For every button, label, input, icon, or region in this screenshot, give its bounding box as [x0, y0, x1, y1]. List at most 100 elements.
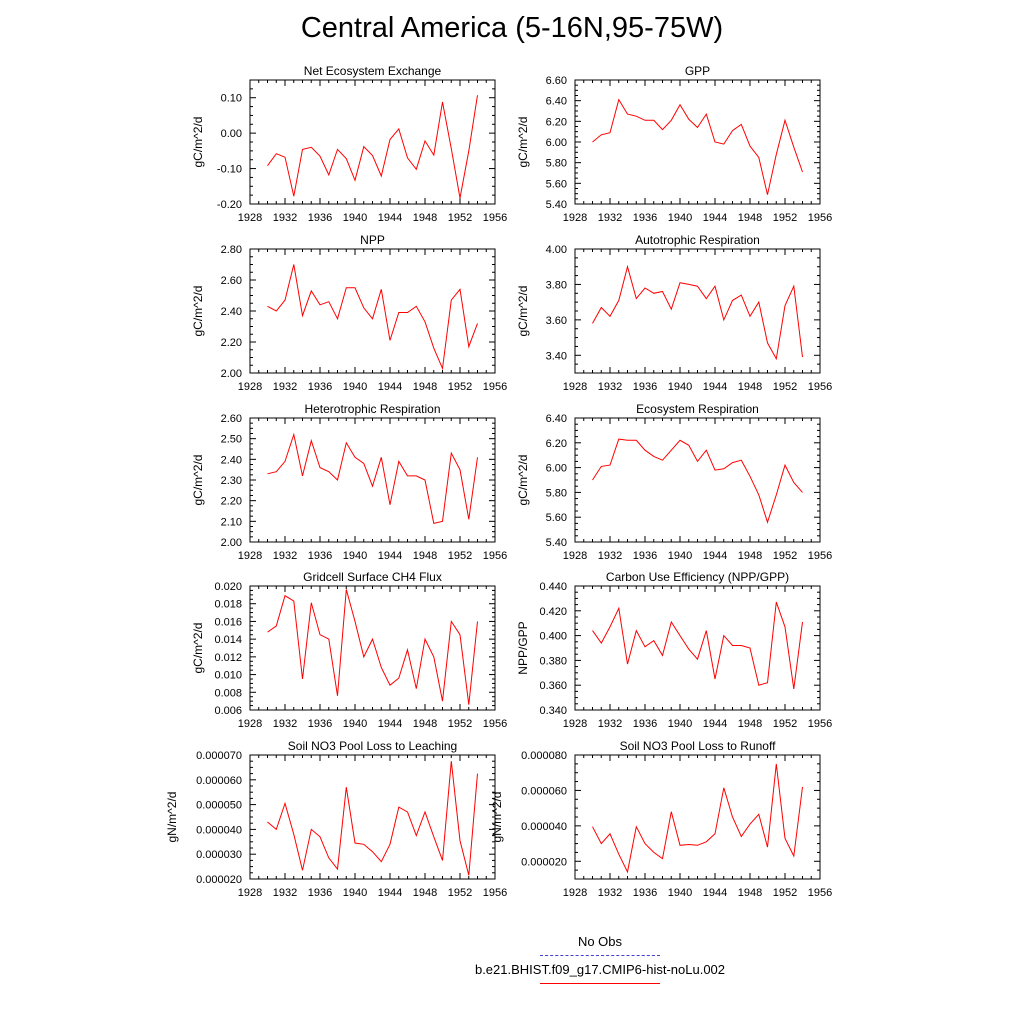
- x-tick-label: 1936: [633, 887, 657, 899]
- x-tick-label: 1936: [633, 718, 657, 730]
- x-tick-label: 1936: [308, 718, 332, 730]
- y-tick-label: 2.40: [221, 306, 242, 318]
- chart-panel-4: Autotrophic Respiration gC/m^2/d 1928 1932 1…: [516, 233, 832, 393]
- y-axis-label: gC/m^2/d: [191, 117, 205, 168]
- x-tick-label: 1928: [563, 381, 587, 393]
- panel-title: Ecosystem Respiration: [636, 402, 759, 416]
- y-tick-label: 0.000060: [521, 785, 567, 797]
- x-tick-label: 1952: [773, 718, 797, 730]
- plot-frame: [249, 248, 496, 374]
- y-axis-label: gC/m^2/d: [191, 286, 205, 337]
- legend-line-model-run: [540, 983, 660, 984]
- series-line: [592, 438, 803, 524]
- panel-title: Gridcell Surface CH4 Flux: [303, 570, 442, 584]
- x-tick-label: 1928: [238, 718, 262, 730]
- series-line: [267, 761, 478, 876]
- y-tick-label: 0.010: [214, 670, 242, 682]
- y-tick-label: 2.30: [221, 475, 242, 487]
- x-tick-label: 1944: [703, 887, 727, 899]
- plot-frame: [574, 248, 821, 374]
- x-tick-label: 1944: [378, 887, 402, 899]
- panel-title: GPP: [685, 64, 710, 78]
- x-tick-label: 1944: [703, 550, 727, 562]
- x-tick-label: 1932: [273, 381, 297, 393]
- y-tick-label: 5.60: [546, 178, 567, 190]
- plot-frame: [574, 754, 821, 880]
- x-tick-label: 1956: [808, 718, 832, 730]
- x-tick-label: 1952: [773, 212, 797, 224]
- chart-panel-6: Ecosystem Respiration gC/m^2/d 1928 1932 193…: [516, 402, 832, 562]
- panel-title: Autotrophic Respiration: [635, 233, 760, 247]
- x-tick-label: 1936: [308, 550, 332, 562]
- chart-panel-10: Soil NO3 Pool Loss to Runoff gN/m^2/d 1928…: [490, 739, 832, 899]
- y-tick-label: 0.000060: [196, 775, 242, 787]
- x-tick-label: 1948: [738, 718, 762, 730]
- chart-panel-8: Carbon Use Efficiency (NPP/GPP) NPP/GPP 19…: [516, 570, 832, 730]
- y-tick-label: 2.20: [221, 337, 242, 349]
- y-tick-label: 2.10: [221, 516, 242, 528]
- panel-title: NPP: [360, 233, 385, 247]
- y-tick-label: 3.80: [546, 279, 567, 291]
- y-tick-label: 0.000020: [196, 874, 242, 886]
- y-axis-label: gC/m^2/d: [191, 455, 205, 506]
- y-tick-label: 2.40: [221, 454, 242, 466]
- x-tick-label: 1928: [563, 718, 587, 730]
- x-tick-label: 1948: [413, 550, 437, 562]
- y-tick-label: 5.80: [546, 158, 567, 170]
- series-line: [267, 95, 478, 199]
- panel-title: Soil NO3 Pool Loss to Runoff: [620, 739, 777, 753]
- x-tick-label: 1940: [668, 212, 692, 224]
- plot-frame: [249, 585, 496, 711]
- chart-panel-3: NPP gC/m^2/d 1928 1932 1936 1940 1944 1948 1952 1…: [191, 233, 507, 393]
- x-tick-label: 1932: [273, 212, 297, 224]
- x-tick-label: 1944: [378, 212, 402, 224]
- x-tick-label: 1948: [738, 212, 762, 224]
- series-line: [592, 601, 803, 689]
- y-axis-label: gN/m^2/d: [165, 792, 179, 843]
- series-line: [267, 589, 478, 705]
- x-tick-label: 1932: [598, 887, 622, 899]
- legend-label-no-obs: No Obs: [577, 934, 623, 949]
- x-tick-label: 1948: [738, 887, 762, 899]
- x-tick-label: 1952: [448, 212, 472, 224]
- x-tick-label: 1932: [598, 718, 622, 730]
- x-tick-label: 1956: [808, 550, 832, 562]
- x-tick-label: 1940: [343, 887, 367, 899]
- x-tick-label: 1944: [703, 212, 727, 224]
- chart-panel-9: Soil NO3 Pool Loss to Leaching gN/m^2/d 19…: [165, 739, 507, 899]
- y-tick-label: 0.340: [539, 705, 567, 717]
- plot-frame: [249, 754, 496, 880]
- y-axis-label: gN/m^2/d: [490, 792, 504, 843]
- y-tick-label: 3.40: [546, 350, 567, 362]
- x-tick-label: 1952: [773, 381, 797, 393]
- y-tick-label: 0.380: [539, 655, 567, 667]
- y-tick-label: 5.40: [546, 199, 567, 211]
- x-tick-label: 1944: [378, 718, 402, 730]
- x-tick-label: 1956: [808, 212, 832, 224]
- y-tick-label: 0.000030: [196, 849, 242, 861]
- chart-panel-5: Heterotrophic Respiration gC/m^2/d 1928 193…: [191, 402, 507, 562]
- x-tick-label: 1940: [668, 887, 692, 899]
- x-tick-label: 1944: [703, 381, 727, 393]
- chart-panel-1: Net Ecosystem Exchange gC/m^2/d 1928 1932 19…: [191, 64, 507, 224]
- panel-title: Heterotrophic Respiration: [304, 402, 440, 416]
- x-tick-label: 1956: [483, 381, 507, 393]
- y-tick-label: 0.000050: [196, 800, 242, 812]
- y-tick-label: 2.60: [221, 413, 242, 425]
- x-tick-label: 1952: [448, 550, 472, 562]
- x-tick-label: 1948: [738, 381, 762, 393]
- chart-panel-2: GPP gC/m^2/d 1928 1932 1936 1940 1944 1948 1952 1…: [516, 64, 832, 224]
- series-line: [267, 264, 478, 371]
- x-tick-label: 1956: [483, 718, 507, 730]
- x-tick-label: 1956: [483, 212, 507, 224]
- x-tick-label: 1940: [343, 212, 367, 224]
- y-tick-label: 6.20: [546, 116, 567, 128]
- y-tick-label: 2.20: [221, 496, 242, 508]
- y-tick-label: 0.012: [214, 652, 242, 664]
- x-tick-label: 1932: [598, 381, 622, 393]
- x-tick-label: 1948: [738, 550, 762, 562]
- chart-panel-7: Gridcell Surface CH4 Flux gC/m^2/d 1928 193…: [191, 570, 507, 730]
- y-tick-label: 5.60: [546, 512, 567, 524]
- x-tick-label: 1940: [343, 381, 367, 393]
